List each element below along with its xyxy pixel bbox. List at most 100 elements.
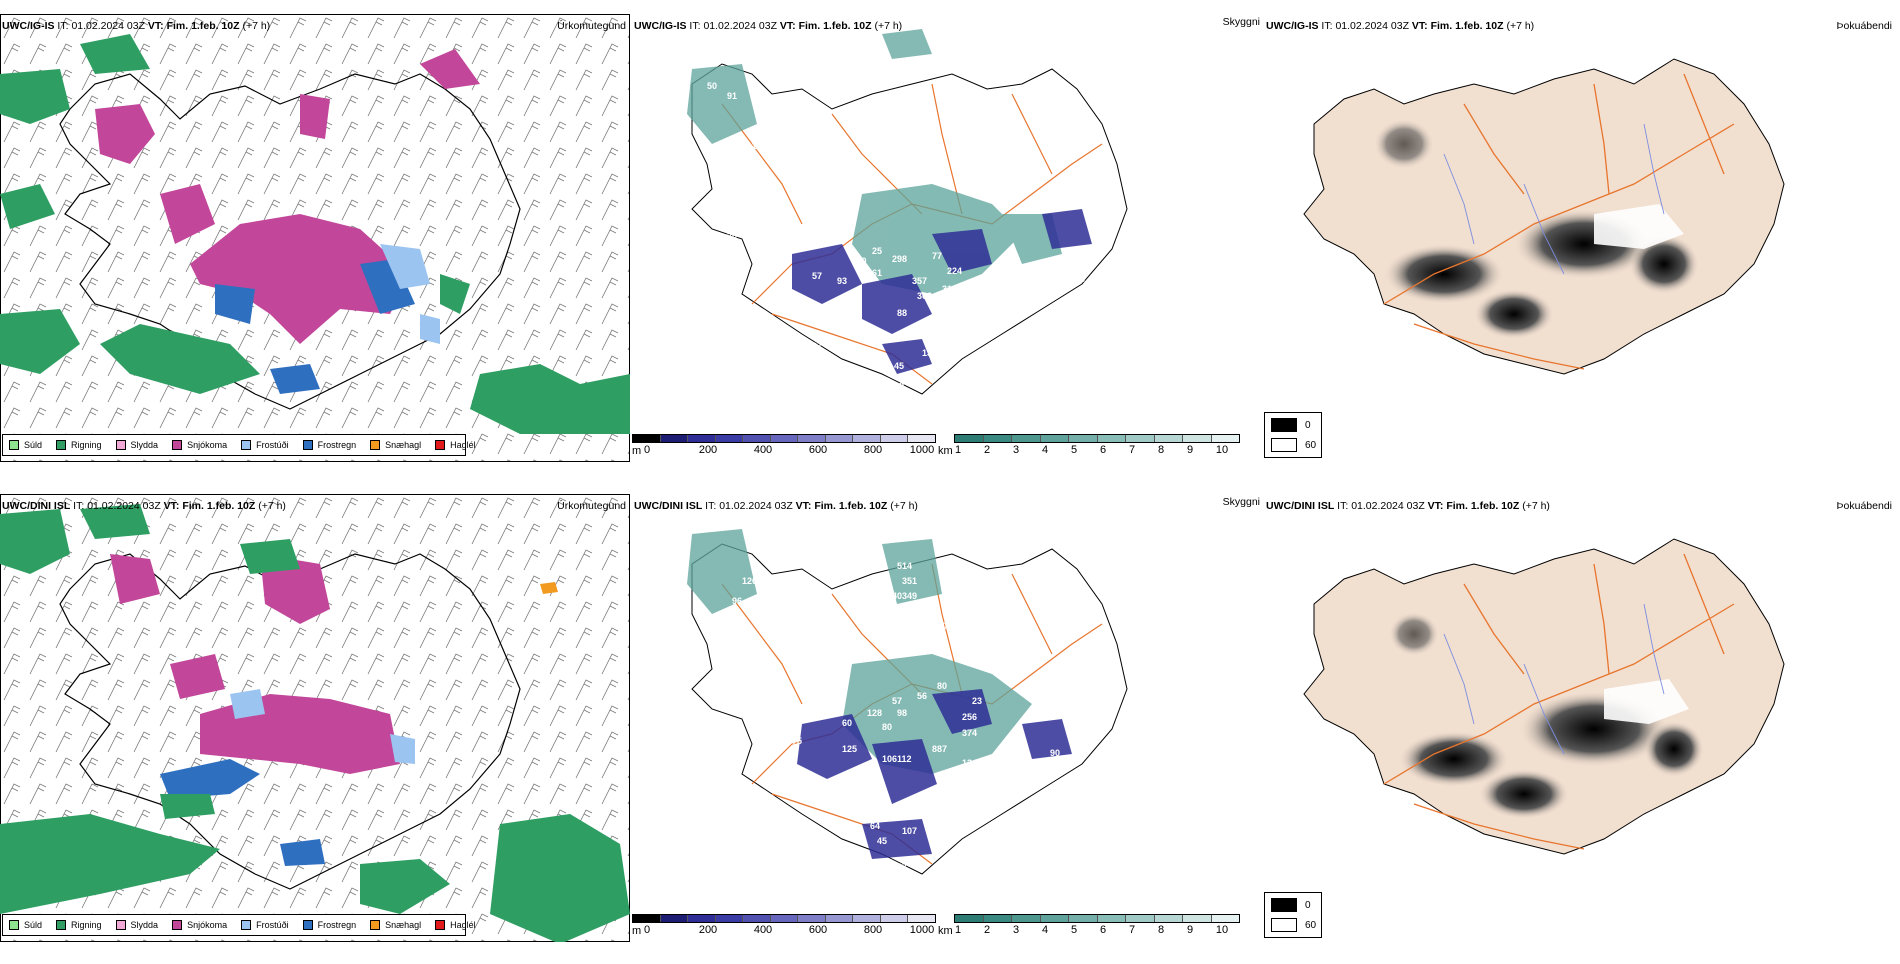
tick-label: 2 [983,444,991,456]
unit-m: m [632,925,642,937]
tick-label: 600 [808,924,828,936]
visibility-value: 45 [894,361,904,371]
fog-legend: 0 60 [1264,412,1322,458]
valid-time-value: Fim. 1.feb. 10Z [814,500,888,512]
lead-time: (+7 h) [242,20,271,32]
tick-label: 0 [643,924,651,936]
legend-label: Snjókoma [187,920,228,930]
legend-label: Snæhagl [385,440,422,450]
visibility-m-areas [797,689,1072,859]
tick-label: 800 [863,444,883,456]
legend-label: Haglél [450,920,476,930]
tick-label: 600 [808,444,828,456]
init-time-value: 01.02.2024 03Z [1335,20,1409,32]
visibility-value: 98 [897,708,907,718]
visibility-value: 107 [902,826,917,836]
rain-areas [0,34,630,434]
visibility-value: 25 [872,246,882,256]
precip-type-map[interactable] [0,14,630,462]
visibility-value: 96 [732,596,742,606]
model-name: UWC/IG-IS [1266,20,1319,32]
valid-time-value: Fim. 1.feb. 10Z [166,20,240,32]
fog-indicator-map[interactable] [1264,494,1900,914]
legend-swatch [115,440,126,450]
visibility-value: 80 [882,722,892,732]
graupel-areas [540,582,558,594]
visibility-m-colorbar: 0 200 400 600 800 1000 [632,434,936,466]
valid-time-label: VT: [795,500,812,512]
tick-label: 5 [1070,924,1078,936]
freezing-drizzle-areas [380,244,440,344]
legend-item-snow: Snjókoma [172,440,227,450]
visibility-value: 98 [762,236,772,246]
tick-label: 9 [1186,444,1194,456]
tick-label: 7 [1128,924,1136,936]
visibility-value: 351 [902,576,917,586]
visibility-value: 42 [752,541,762,551]
panel-title: Þokuábendi [1836,20,1892,32]
visibility-value: 298 [892,254,907,264]
legend-swatch [370,920,381,930]
legend-label: Frostregn [317,920,357,930]
visibility-panel: 42 84 126 96 514 351 40349 107 152 55 57… [632,494,1264,964]
visibility-value: 126 [742,576,757,586]
visibility-km-colorbar: 1 2 3 4 5 6 7 8 9 10 [954,434,1240,466]
freezing-drizzle-areas [230,689,415,764]
fog-indicator-map[interactable] [1264,14,1900,434]
legend-item-freezing-drizzle: Frostúði [241,920,289,930]
panel-title: Þokuábendi [1836,500,1892,512]
visibility-value: 64 [870,821,880,831]
precip-type-map[interactable] [0,494,630,942]
panel-title: Skyggni [1222,496,1260,508]
visibility-value: 103 [1070,274,1085,284]
init-time-value: 01.02.2024 03Z [719,500,793,512]
legend-swatch [1271,438,1297,452]
panel-header: UWC/IG-IS IT: 01.02.2024 03Z VT: Fim. 1.… [2,20,270,32]
river-network [1443,603,1665,755]
legend-label: Frostúði [256,440,289,450]
tick-label: 3 [1012,444,1020,456]
visibility-panel: 50 91 111 20 98 96 57 93 110 25 61 298 7… [632,14,1264,484]
visibility-map[interactable]: 50 91 111 20 98 96 57 93 110 25 61 298 7… [632,14,1264,434]
visibility-value: 57 [892,696,902,706]
legend-swatch [9,440,19,450]
precip-type-panel: UWC/IG-IS IT: 01.02.2024 03Z VT: Fim. 1.… [0,14,632,484]
fog-indicator-panel: UWC/IG-IS IT: 01.02.2024 03Z VT: Fim. 1.… [1264,14,1900,484]
colorbar-ticks: 0 200 400 600 800 1000 [632,444,936,458]
valid-time-label: VT: [779,20,796,32]
visibility-m-colorbar: 0 200 400 600 800 1000 [632,914,936,946]
init-time-label: IT: [57,20,69,32]
legend-label: 60 [1305,919,1317,931]
visibility-value: 57 [812,271,822,281]
legend-swatch [435,440,446,450]
legend-item-sleet: Slydda [115,440,158,450]
tick-label: 400 [753,924,773,936]
tick-label: 8 [1157,444,1165,456]
freezing-rain-areas [160,759,325,866]
legend-swatch [56,920,67,930]
unit-km: km [938,925,953,937]
legend-item-hail: Haglél [435,920,476,930]
precip-type-legend: Súld Rigning Slydda Snjókoma Frostúði Fr… [2,434,476,456]
valid-time-label: VT: [147,20,164,32]
visibility-value: 55 [802,691,812,701]
visibility-value: 107 [937,621,952,631]
legend-item-sleet: Slydda [115,920,158,930]
valid-time-value: Fim. 1.feb. 10Z [1446,500,1520,512]
model-name: UWC/DINI ISL [2,500,71,512]
unit-km: km [938,445,953,457]
colorbar-ticks: 0 200 400 600 800 1000 [632,924,936,938]
colorbar-cells [954,434,1240,443]
visibility-value: 97 [812,341,822,351]
visibility-value: 91 [727,91,737,101]
lead-time: (+7 h) [890,500,918,512]
legend-item-graupel: Snæhagl [370,920,421,930]
visibility-value: 128 [867,708,882,718]
tick-label: 10 [1215,444,1229,456]
model-name: UWC/DINI ISL [634,500,703,512]
tick-label: 3 [1012,924,1020,936]
map-frame [0,494,630,942]
visibility-map[interactable]: 42 84 126 96 514 351 40349 107 152 55 57… [632,494,1264,914]
legend-label: Frostregn [317,440,357,450]
init-time-value: 01.02.2024 03Z [71,20,145,32]
